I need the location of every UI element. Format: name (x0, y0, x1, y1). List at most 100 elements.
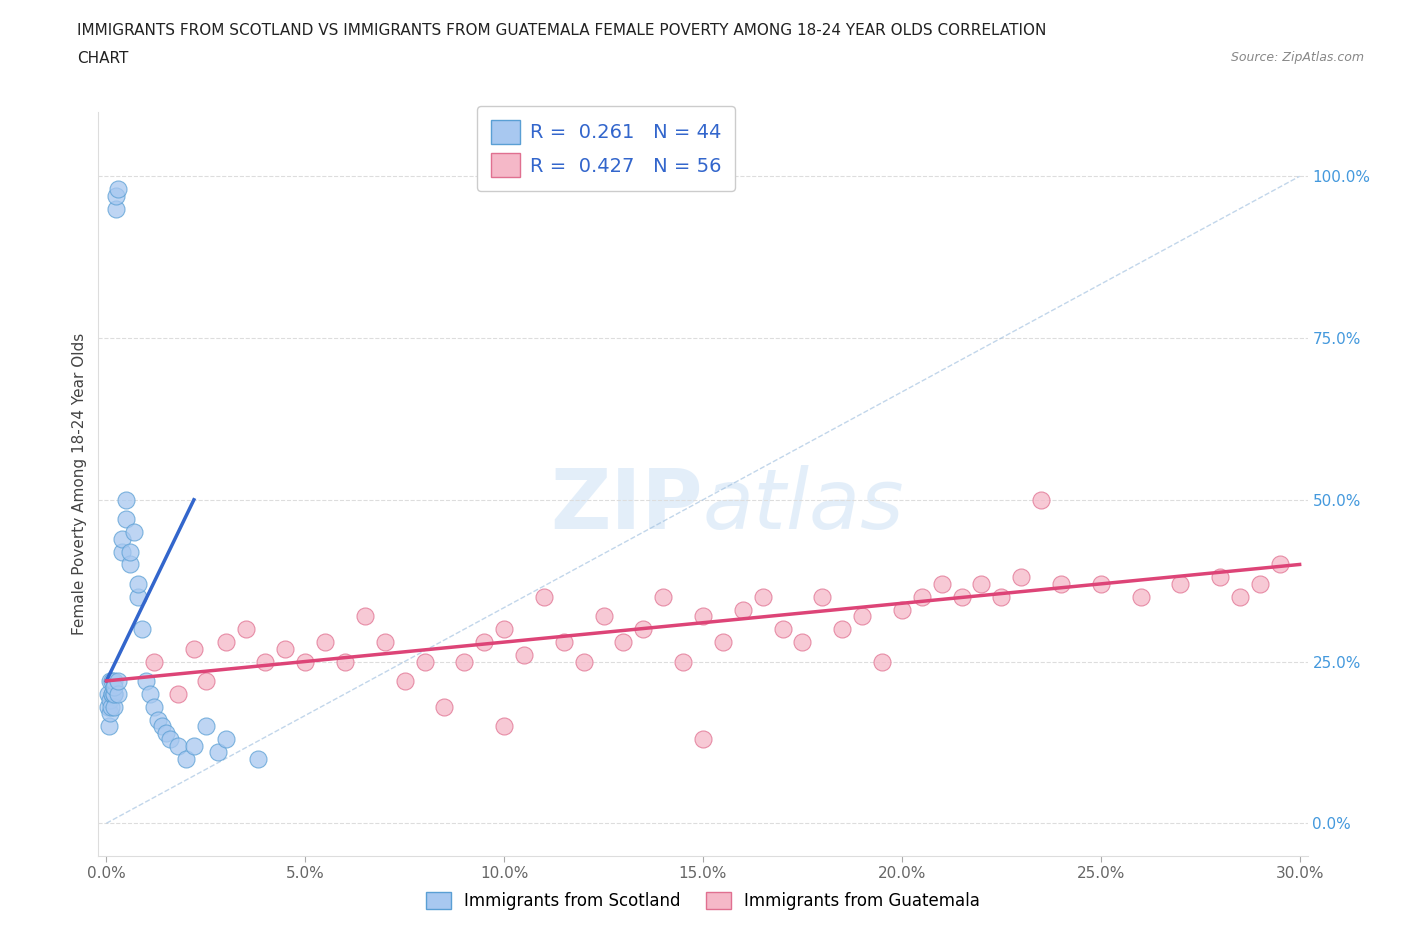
Point (314, 634, 336, 649)
Point (215, 634, 238, 649)
Text: Source: ZipAtlas.com: Source: ZipAtlas.com (1230, 51, 1364, 64)
Point (274, 641, 297, 656)
Point (103, 686, 125, 701)
Point (135, 673, 157, 688)
Point (294, 654, 316, 669)
Point (950, 590, 973, 604)
Point (103, 680, 125, 695)
Point (100, 699, 122, 714)
Point (215, 732, 238, 747)
Point (911, 590, 934, 604)
Point (174, 751, 197, 766)
Text: atlas: atlas (703, 465, 904, 547)
Point (513, 647, 536, 662)
Point (811, 590, 834, 604)
Point (970, 577, 993, 591)
Point (139, 686, 162, 701)
Point (433, 699, 456, 714)
Point (572, 654, 595, 669)
Text: IMMIGRANTS FROM SCOTLAND VS IMMIGRANTS FROM GUATEMALA FEMALE POVERTY AMONG 18-24: IMMIGRANTS FROM SCOTLAND VS IMMIGRANTS F… (77, 23, 1046, 38)
Point (97, 699, 120, 714)
Point (235, 622, 257, 637)
Point (494, 719, 516, 734)
Point (413, 654, 436, 669)
Point (553, 634, 575, 649)
Point (183, 738, 205, 753)
Point (792, 634, 814, 649)
Point (146, 712, 169, 727)
Point (155, 725, 177, 740)
Point (98, 706, 121, 721)
Point (98, 673, 121, 688)
Point (354, 609, 377, 624)
Point (851, 609, 873, 624)
Point (692, 732, 714, 747)
Point (890, 603, 912, 618)
Point (374, 634, 396, 649)
Point (1029, 492, 1052, 507)
Point (254, 654, 277, 669)
Point (207, 745, 229, 760)
Point (127, 577, 149, 591)
Point (103, 699, 125, 714)
Point (143, 654, 166, 669)
Point (127, 590, 149, 604)
Point (167, 738, 190, 753)
Point (115, 512, 138, 526)
Text: CHART: CHART (77, 51, 129, 66)
Point (1229, 590, 1251, 604)
Point (870, 654, 893, 669)
Point (1249, 577, 1271, 591)
Point (101, 686, 124, 701)
Point (772, 622, 794, 637)
Point (1050, 577, 1073, 591)
Point (103, 673, 125, 688)
Point (167, 686, 190, 701)
Point (105, 201, 128, 216)
Point (100, 686, 122, 701)
Point (931, 577, 953, 591)
Point (98, 693, 121, 708)
Point (246, 751, 269, 766)
Point (194, 673, 217, 688)
Point (115, 492, 138, 507)
Point (990, 590, 1012, 604)
Point (494, 622, 516, 637)
Legend: R =  0.261   N = 44, R =  0.427   N = 56: R = 0.261 N = 44, R = 0.427 N = 56 (478, 106, 735, 191)
Point (453, 654, 475, 669)
Point (1010, 570, 1032, 585)
Legend: Immigrants from Scotland, Immigrants from Guatemala: Immigrants from Scotland, Immigrants fro… (419, 885, 987, 917)
Point (131, 622, 153, 637)
Point (333, 654, 356, 669)
Point (612, 634, 634, 649)
Point (1090, 577, 1112, 591)
Point (183, 641, 205, 656)
Point (107, 686, 129, 701)
Point (120, 544, 142, 559)
Point (97, 719, 120, 734)
Point (111, 531, 134, 546)
Point (533, 590, 555, 604)
Point (105, 188, 128, 203)
Point (1129, 590, 1152, 604)
Point (1268, 557, 1291, 572)
Point (592, 609, 614, 624)
Point (107, 181, 129, 196)
Point (831, 622, 853, 637)
Point (1168, 577, 1191, 591)
Point (97, 686, 120, 701)
Point (122, 525, 145, 539)
Point (394, 673, 416, 688)
Point (194, 719, 217, 734)
Point (472, 634, 495, 649)
Point (103, 686, 125, 701)
Point (150, 719, 173, 734)
Point (143, 699, 166, 714)
Point (672, 654, 695, 669)
Y-axis label: Female Poverty Among 18-24 Year Olds: Female Poverty Among 18-24 Year Olds (72, 333, 87, 635)
Point (711, 634, 734, 649)
Point (692, 609, 714, 624)
Point (159, 732, 181, 747)
Point (107, 673, 129, 688)
Point (731, 603, 754, 618)
